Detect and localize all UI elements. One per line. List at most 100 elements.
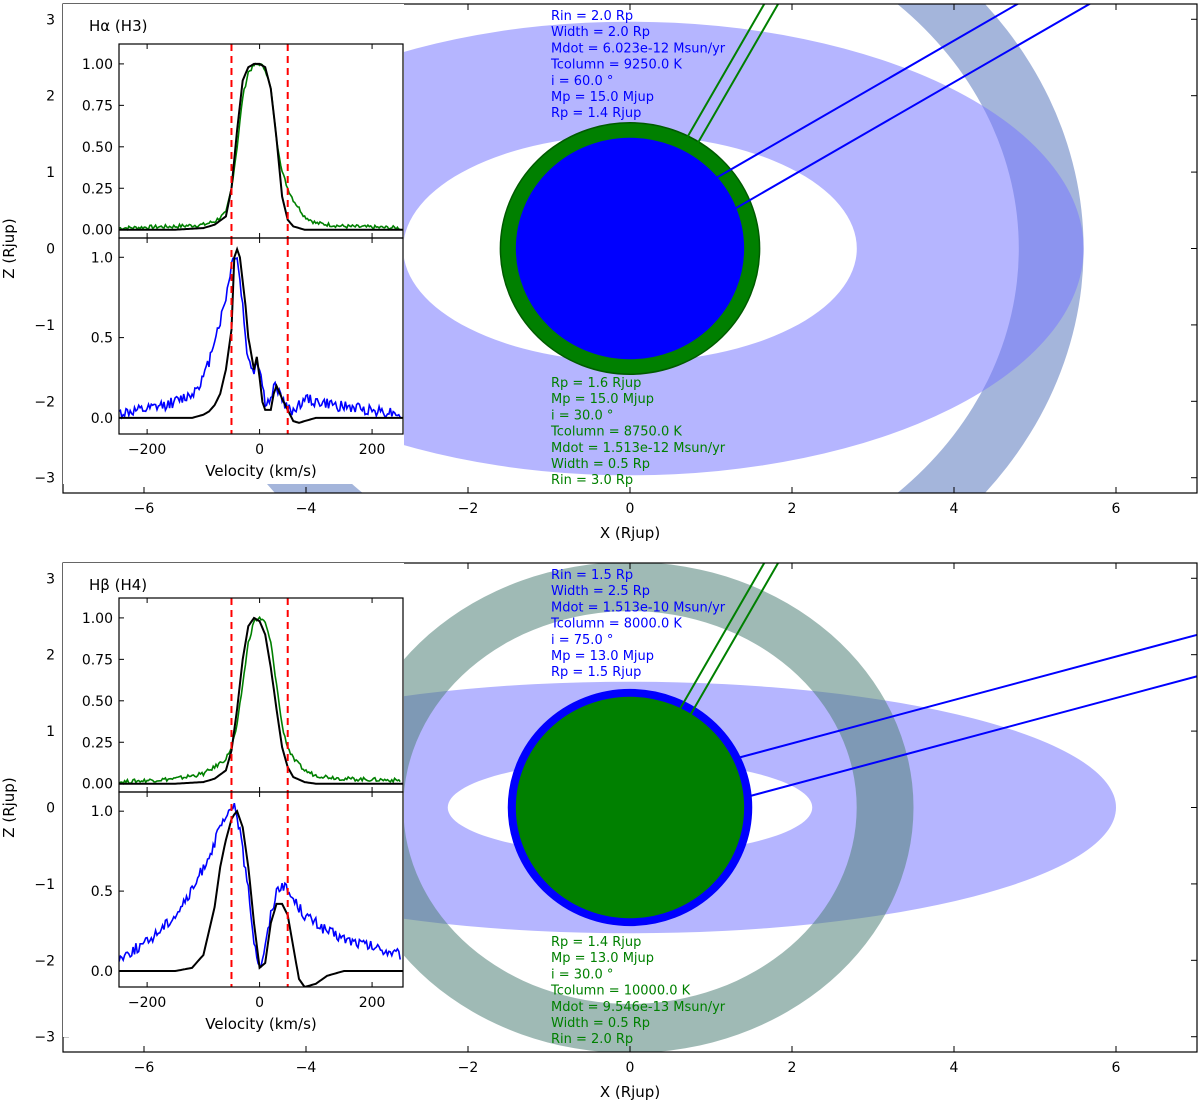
- blue-model-param: Tcolumn = 9250.0 K: [550, 58, 682, 73]
- inset-background: [63, 4, 404, 484]
- observed-profile: [119, 256, 401, 420]
- y-tick-label: 1: [46, 724, 55, 740]
- y-tick-label: −1: [34, 318, 55, 334]
- blue-model-sightline-2: [747, 675, 1197, 798]
- x-axis-label: X (Rjup): [600, 1083, 660, 1101]
- green-model-param: Rin = 2.0 Rp: [551, 1032, 633, 1047]
- model-profile: [119, 809, 403, 987]
- y-tick-label: −1: [34, 877, 55, 893]
- inset-y-tick-label: 0.25: [82, 735, 113, 751]
- inset-y-tick-label: 0.75: [82, 652, 113, 668]
- blue-model-param: Mdot = 1.513e-10 Msun/yr: [551, 600, 726, 615]
- inset-series: [119, 598, 403, 792]
- green-model-planet: [515, 696, 745, 919]
- inset-y-tick-label: 1.00: [82, 57, 113, 73]
- x-tick-label: 0: [626, 1060, 635, 1076]
- green-model-param: i = 30.0 °: [551, 967, 613, 982]
- line-label: Hβ (H4): [89, 576, 147, 594]
- inset-upper-subplot: 0.00 0.25 0.50 0.75 1.00: [82, 597, 404, 793]
- x-tick-label: 2: [788, 501, 797, 517]
- y-tick-label: 3: [46, 571, 55, 587]
- blue-model-param: Width = 2.5 Rp: [551, 584, 650, 599]
- blue-model-param: i = 75.0 °: [551, 633, 613, 648]
- observed-profile: [119, 62, 401, 232]
- y-tick-label: −3: [34, 1030, 55, 1046]
- inset-x-tick-label: 200: [359, 442, 386, 458]
- inset-y-tick-label: 0.50: [82, 140, 113, 156]
- inset-line-profile: Hβ (H4) 0.00 0.25 0.50 0.75 1.00 0.0 0.5 1.0 −200…: [63, 563, 404, 1037]
- x-axis-label: X (Rjup): [600, 524, 660, 542]
- inset-y-tick-label: 0.00: [82, 223, 113, 239]
- blue-model-param: Rin = 1.5 Rp: [551, 568, 633, 583]
- x-tick-label: −6: [134, 1060, 155, 1076]
- inset-y-tick-label: 0.25: [82, 181, 113, 197]
- y-tick-label: 0: [46, 801, 55, 817]
- blue-model-param: Rp = 1.4 Rjup: [551, 106, 641, 121]
- y-tick-label: 2: [46, 89, 55, 105]
- model-profile: [119, 616, 403, 785]
- blue-model-param: i = 60.0 °: [551, 74, 613, 89]
- x-tick-label: −6: [134, 501, 155, 517]
- y-tick-label: 3: [46, 12, 55, 28]
- inset-y-tick-label: 1.0: [91, 250, 113, 266]
- blue-model-param: Mdot = 6.023e-12 Msun/yr: [551, 41, 726, 56]
- inset-series: [119, 44, 403, 238]
- inset-y-tick-label: 0.75: [82, 98, 113, 114]
- green-model-param: Mp = 15.0 Mjup: [551, 392, 654, 407]
- inset-frame: [118, 791, 404, 988]
- inset-x-tick-label: 200: [359, 995, 386, 1011]
- inset-x-tick-label: −200: [128, 442, 166, 458]
- inset-y-tick-label: 0.5: [91, 884, 113, 900]
- blue-model-param: Rin = 2.0 Rp: [551, 9, 633, 24]
- blue-model-param: Width = 2.0 Rp: [551, 25, 650, 40]
- x-tick-label: −4: [296, 501, 317, 517]
- inset-y-tick-label: 1.00: [82, 611, 113, 627]
- green-model-param: Rp = 1.4 Rjup: [551, 935, 641, 950]
- blue-model-param: Rp = 1.5 Rjup: [551, 665, 641, 680]
- x-tick-label: 4: [950, 1060, 959, 1076]
- inset-series: [119, 238, 403, 434]
- x-tick-label: −2: [458, 1060, 479, 1076]
- inset-lower-subplot: 0.0 0.5 1.0: [91, 791, 404, 988]
- observed-profile: [119, 615, 401, 786]
- inset-y-tick-label: 0.0: [91, 964, 113, 980]
- y-tick-label: −3: [34, 471, 55, 487]
- y-tick-label: 2: [46, 648, 55, 664]
- inset-frame: [118, 237, 404, 435]
- green-model-param: Tcolumn = 10000.0 K: [550, 984, 691, 999]
- green-model-param: i = 30.0 °: [551, 408, 613, 423]
- inset-x-axis-label: Velocity (km/s): [205, 462, 316, 480]
- inset-y-tick-label: 0.00: [82, 777, 113, 793]
- blue-model-sightline-2: [732, 4, 1092, 211]
- model-profile: [119, 62, 403, 231]
- green-model-disk-right-half: [630, 563, 914, 1052]
- x-tick-label: −4: [296, 1060, 317, 1076]
- y-axis-label: Z (Rjup): [0, 218, 18, 278]
- x-tick-label: −2: [458, 501, 479, 517]
- x-tick-label: 6: [1112, 501, 1121, 517]
- green-model-param: Mp = 13.0 Mjup: [551, 951, 654, 966]
- y-tick-label: −2: [34, 394, 55, 410]
- green-model-disk-left-half: [346, 563, 630, 1052]
- inset-series: [119, 792, 403, 987]
- inset-line-profile: Hα (H3) 0.00 0.25 0.50 0.75 1.00 0.0 0.5 1.0 −200…: [63, 4, 404, 484]
- blue-model-planet: [515, 137, 745, 360]
- green-model-param: Mdot = 1.513e-12 Msun/yr: [551, 441, 726, 456]
- blue-model-param: Mp = 15.0 Mjup: [551, 90, 654, 105]
- blue-model-disk-right-half: [630, 21, 1084, 476]
- inset-y-tick-label: 1.0: [91, 804, 113, 820]
- y-tick-label: 1: [46, 165, 55, 181]
- green-model-param: Width = 0.5 Rp: [551, 457, 650, 472]
- blue-model-param: Mp = 13.0 Mjup: [551, 649, 654, 664]
- green-model-param: Tcolumn = 8750.0 K: [550, 425, 682, 440]
- inset-y-tick-label: 0.5: [91, 331, 113, 347]
- y-tick-label: −2: [34, 953, 55, 969]
- model-profile: [119, 246, 403, 424]
- blue-model-sightline-1: [714, 4, 1020, 180]
- y-tick-label: 0: [46, 242, 55, 258]
- green-model-param: Rp = 1.6 Rjup: [551, 376, 641, 391]
- inset-x-tick-label: 0: [255, 442, 264, 458]
- inset-x-tick-label: −200: [128, 995, 166, 1011]
